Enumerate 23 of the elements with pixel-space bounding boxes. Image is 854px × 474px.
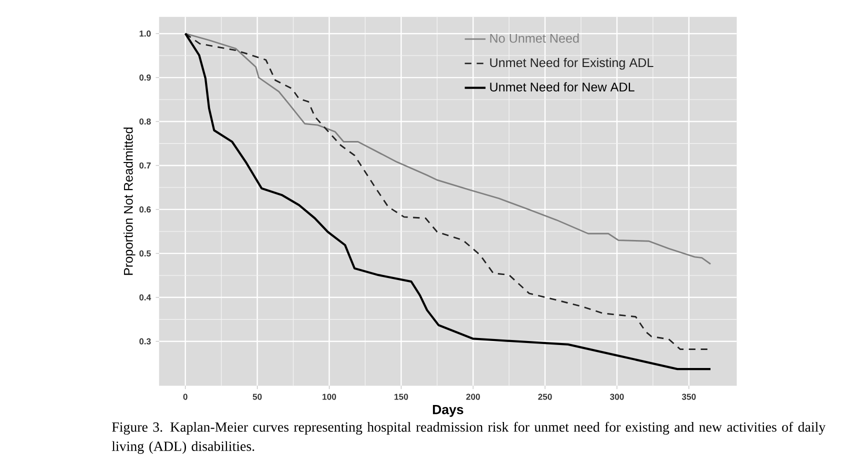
x-tick-label: 300 (610, 394, 624, 400)
caption: Figure 3. Kaplan-Meier curves representing hospital readmission risk for unmet need for existing and new activities of daily living (ADL) disabilities. (112, 422, 826, 454)
legend-label: Unmet Need for Existing ADL (490, 58, 654, 70)
y-tick-label: 0.8 (139, 118, 151, 124)
line-series (184, 32, 712, 265)
y-tick-label: 1.0 (140, 30, 151, 37)
x-tick-label: 50 (252, 394, 262, 400)
legend-label: No Unmet Need (490, 33, 579, 43)
y-tick-label: 0.6 (139, 206, 151, 212)
y-tick-label: 0.9 (139, 74, 151, 80)
y-tick-label: 0.5 (139, 250, 151, 256)
x-tick-label: 150 (394, 394, 408, 400)
y-tick-label: 0.3 (139, 338, 151, 344)
x-tick-label: 200 (466, 394, 480, 400)
x-tick-label: 350 (682, 394, 696, 400)
x-tick-label: 250 (538, 394, 552, 400)
x-tick-label: 100 (322, 394, 336, 400)
y-tick-label: 0.4 (139, 294, 152, 300)
x-tick-label: 0 (183, 394, 188, 400)
legend-label: Unmet Need for New ADL (490, 82, 634, 92)
y-tick-label: 0.7 (139, 162, 151, 168)
y-axis-title: Proportion Not Readmitted (124, 127, 136, 275)
x-axis-title: Days (432, 404, 464, 417)
